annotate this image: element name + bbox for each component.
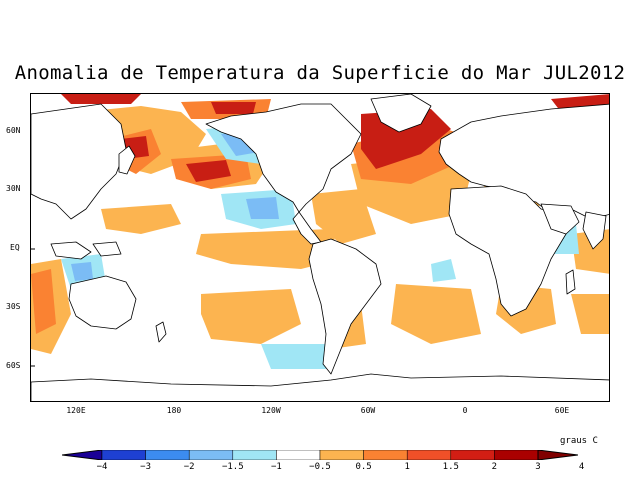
colorbar-swatch bbox=[363, 450, 408, 460]
antarctica-coast bbox=[31, 373, 609, 401]
indonesia-land bbox=[50, 241, 92, 260]
colorbar-swatch bbox=[319, 450, 364, 460]
colorbar-unit: graus C bbox=[560, 436, 598, 446]
lon-label-60e: 60E bbox=[554, 406, 570, 415]
new-zealand-land bbox=[155, 321, 167, 343]
colorbar-tick-label: 1.5 bbox=[442, 462, 459, 472]
lon-label-0: 0 bbox=[462, 406, 468, 415]
colorbar-tick-label: −2 bbox=[183, 462, 195, 472]
colorbar-swatch bbox=[494, 450, 539, 460]
colorbar-swatch bbox=[188, 450, 234, 460]
sst-anomaly-map bbox=[30, 93, 610, 402]
colorbar-swatches bbox=[101, 450, 539, 460]
colorbar-swatch bbox=[232, 450, 277, 460]
lon-label-120e: 120E bbox=[66, 406, 86, 415]
south-america-land bbox=[308, 238, 382, 375]
japan-land bbox=[118, 145, 136, 175]
greenland-land bbox=[370, 94, 432, 133]
colorbar-tick-label: 1 bbox=[404, 462, 410, 472]
colorbar-swatch bbox=[276, 450, 321, 460]
colorbar-tick-label: 2 bbox=[491, 462, 498, 472]
lon-label-180: 180 bbox=[166, 406, 182, 415]
north-america-land bbox=[205, 103, 362, 245]
lat-label-30n: 30N bbox=[6, 184, 21, 193]
africa-land bbox=[448, 185, 567, 317]
colorbar-swatch bbox=[145, 450, 190, 460]
colorbar-tick-label: 3 bbox=[535, 462, 541, 472]
india-land bbox=[582, 211, 607, 250]
lat-label-60s: 60S bbox=[6, 361, 21, 370]
lat-label-30s: 30S bbox=[6, 302, 21, 311]
arabia-land bbox=[540, 203, 580, 235]
map-title: Anomalia de Temperatura da Superficie do… bbox=[14, 62, 626, 84]
continents bbox=[31, 94, 609, 375]
colorbar-tick-label: −1 bbox=[270, 462, 282, 472]
colorbar-tick-label: 0.5 bbox=[355, 462, 372, 472]
colorbar-tick-label: −0.5 bbox=[309, 462, 331, 472]
lon-label-120w: 120W bbox=[261, 406, 281, 415]
madagascar-land bbox=[565, 269, 576, 295]
colorbar-tick-label: −4 bbox=[96, 462, 108, 472]
colorbar-arrow-right bbox=[537, 450, 578, 460]
colorbar-swatch bbox=[101, 450, 146, 460]
colorbar-arrow-left bbox=[62, 450, 103, 460]
colorbar-swatch bbox=[406, 450, 452, 460]
lat-label-60n: 60N bbox=[6, 126, 21, 135]
lon-label-60w: 60W bbox=[360, 406, 376, 415]
colorbar-swatch bbox=[450, 450, 495, 460]
map-canvas bbox=[31, 94, 609, 401]
colorbar-tick-label: −3 bbox=[140, 462, 152, 472]
east-asia-land bbox=[31, 103, 127, 220]
lat-label-eq: EQ bbox=[10, 243, 20, 252]
australia-land bbox=[68, 275, 137, 330]
colorbar-tick-label: 4 bbox=[578, 462, 585, 472]
colorbar bbox=[62, 450, 578, 460]
colorbar-tick-label: −1.5 bbox=[221, 462, 244, 472]
new-guinea-land bbox=[92, 241, 122, 257]
